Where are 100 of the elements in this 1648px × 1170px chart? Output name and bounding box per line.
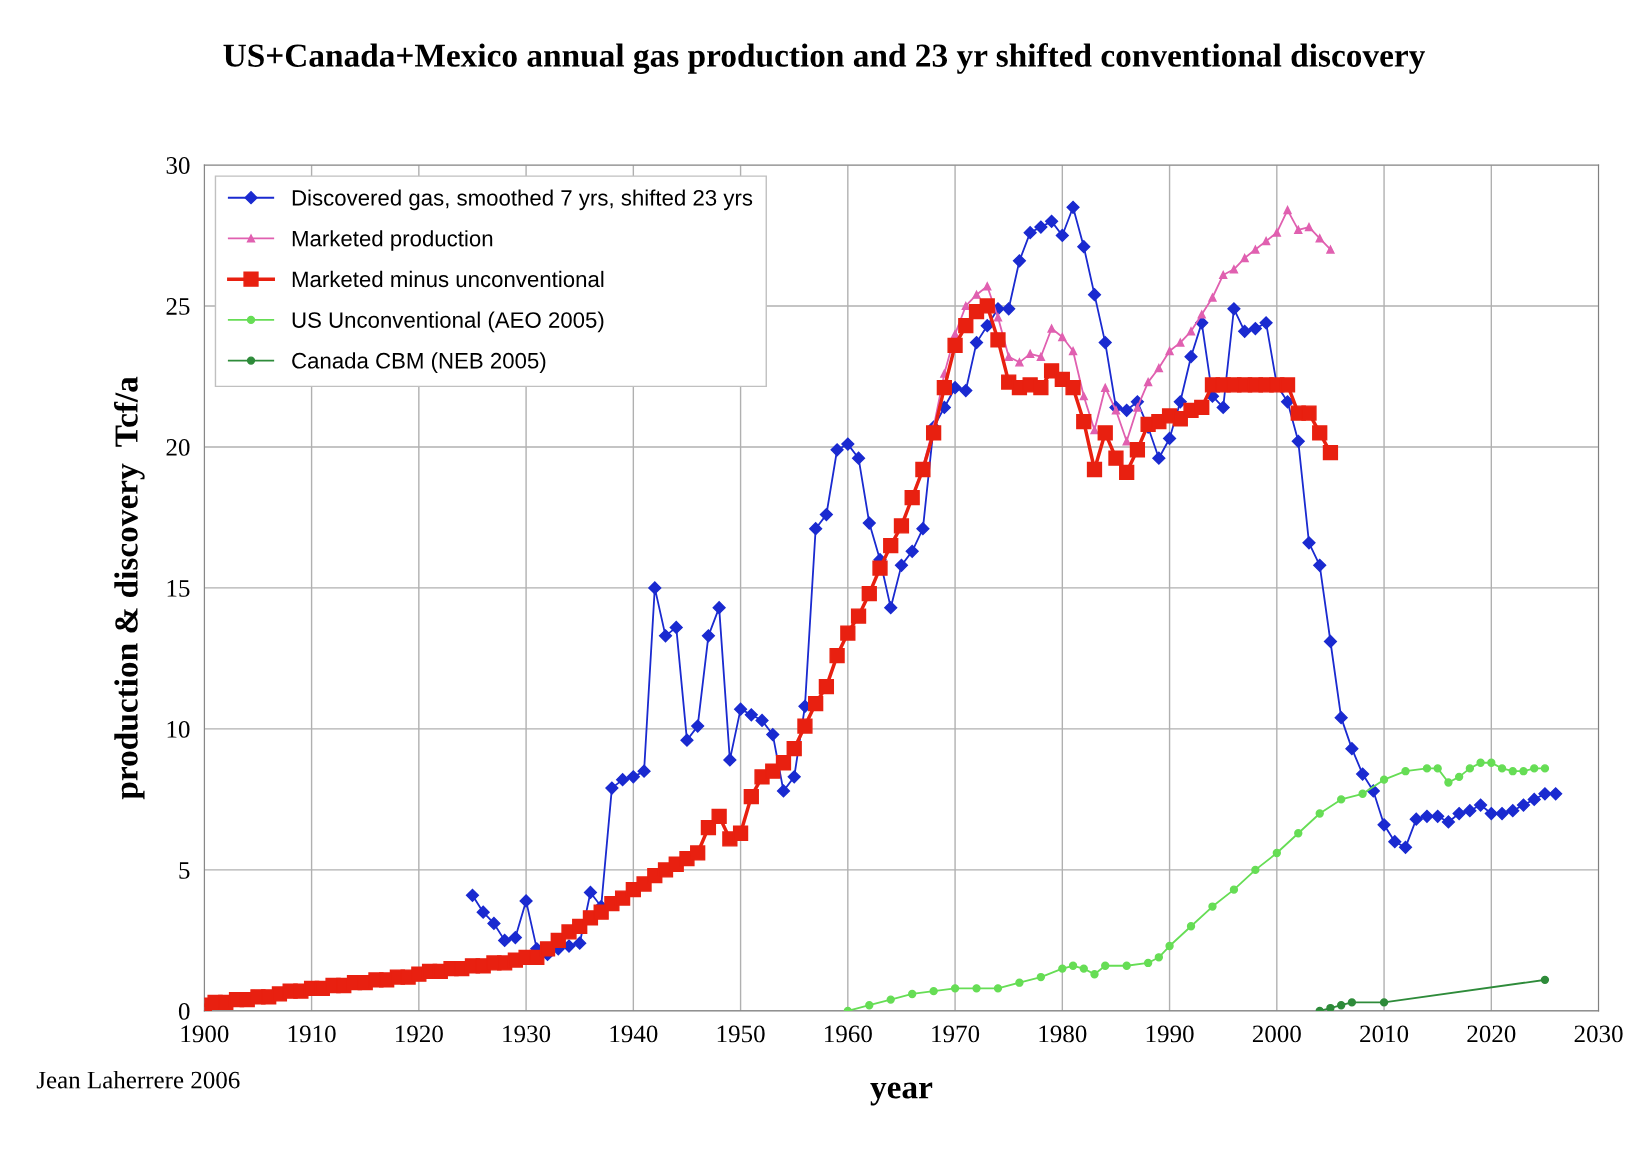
point [1036, 352, 1046, 361]
x-tick-label: 1970 [932, 1025, 980, 1043]
x-tick-label: 1900 [181, 1025, 229, 1043]
point [1122, 961, 1131, 970]
point [1497, 764, 1507, 773]
x-tick-label: 1950 [717, 1025, 765, 1043]
y-tick-label: 0 [178, 1002, 190, 1020]
point [1508, 767, 1517, 776]
x-tick-label: 1960 [825, 1025, 872, 1043]
x-tick-label: 2000 [1252, 1025, 1301, 1043]
point [1465, 764, 1475, 773]
point [1358, 789, 1367, 798]
point [993, 984, 1003, 993]
point [1176, 338, 1185, 347]
point [1068, 346, 1078, 356]
legend-label: Discovered gas, smoothed 7 yrs, shifted 23 yrs [292, 189, 753, 211]
point [1101, 383, 1110, 392]
point [1165, 346, 1174, 356]
point [1379, 998, 1389, 1007]
point [1165, 941, 1174, 951]
point [1058, 964, 1067, 973]
point [886, 995, 895, 1004]
legend-label: US Unconventional (AEO 2005) [292, 311, 604, 333]
point [1315, 234, 1324, 243]
point [1530, 764, 1539, 773]
point [993, 313, 1003, 322]
point [1476, 758, 1485, 767]
x-tick-label: 1930 [503, 1025, 551, 1043]
point [1272, 228, 1281, 237]
legend-label: Marketed production [292, 230, 493, 251]
point [1133, 403, 1142, 412]
point [972, 290, 981, 299]
point [1337, 795, 1346, 804]
x-tick-label: 1980 [1039, 1025, 1087, 1043]
point [1454, 772, 1464, 782]
point [1422, 764, 1432, 773]
point [1272, 848, 1281, 858]
point [865, 1001, 874, 1010]
point [1540, 764, 1550, 773]
point [1047, 324, 1056, 333]
point [1219, 270, 1228, 280]
x-tick-label: 1910 [288, 1025, 336, 1043]
point [1326, 245, 1335, 254]
point [983, 282, 992, 291]
y-tick-label: 30 [166, 157, 190, 174]
legend-label: Marketed minus unconventional [292, 270, 604, 288]
x-tick-label: 2010 [1360, 1025, 1409, 1043]
point [1036, 972, 1046, 982]
point [1240, 253, 1249, 263]
point [1111, 406, 1121, 415]
point [1261, 236, 1271, 246]
point [972, 984, 981, 993]
point [1283, 205, 1292, 215]
point [1379, 775, 1389, 784]
point [1208, 293, 1217, 302]
x-tick-label: 2030 [1574, 1025, 1623, 1043]
point [1090, 970, 1099, 979]
point [1304, 222, 1314, 232]
point [1315, 809, 1324, 818]
point [1326, 1003, 1335, 1011]
x-tick-label: 1990 [1146, 1025, 1194, 1043]
point [1347, 998, 1357, 1007]
point [961, 301, 970, 311]
point [1251, 245, 1260, 254]
point [1401, 767, 1410, 776]
legend-label: Canada CBM (NEB 2005) [292, 352, 546, 373]
point [1208, 902, 1217, 911]
point [950, 984, 960, 993]
point [1025, 349, 1035, 359]
point [1143, 958, 1153, 968]
point [1101, 961, 1110, 970]
point [1090, 425, 1099, 435]
point [1058, 332, 1067, 342]
point [1229, 265, 1239, 274]
point [1004, 352, 1013, 361]
point [1079, 392, 1088, 401]
point [1519, 767, 1528, 776]
y-tick-label: 10 [167, 720, 190, 738]
y-tick-label: 25 [166, 298, 190, 315]
point [1487, 758, 1496, 767]
point [1337, 1001, 1346, 1010]
y-tick-label: 20 [166, 438, 190, 456]
point [929, 986, 938, 996]
x-tick-label: 1940 [610, 1025, 658, 1043]
y-tick-label: 15 [167, 580, 190, 597]
y-tick-label: 5 [179, 862, 190, 879]
point [1197, 310, 1206, 319]
point [1229, 885, 1239, 894]
point [1143, 377, 1153, 387]
chart-title: US+Canada+Mexico annual gas production and 23 yr shifted conventional discovery [223, 43, 1426, 74]
point [908, 989, 917, 999]
point [1186, 327, 1196, 336]
text: Jean Laherrere 2006 [36, 1070, 240, 1089]
x-tick-label: 1920 [396, 1025, 443, 1043]
point [1154, 363, 1164, 373]
point [1154, 953, 1164, 962]
point [1186, 922, 1196, 931]
point [1079, 964, 1088, 973]
y-axis-title: production & discovery Tcf/a [113, 376, 145, 800]
x-tick-label: 2020 [1467, 1025, 1516, 1043]
